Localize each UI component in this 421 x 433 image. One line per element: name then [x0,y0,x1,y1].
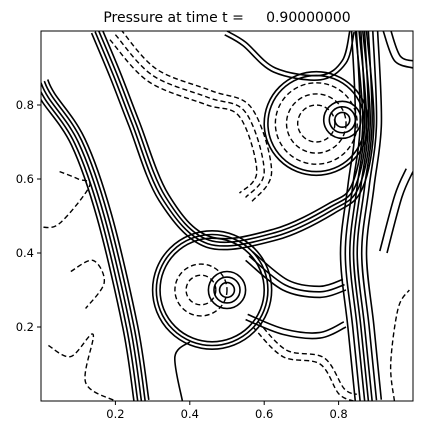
contour-line-solid [151,230,273,351]
plot-area [41,31,413,401]
contour-line-dashed [389,289,410,401]
contour-line-dashed [121,31,273,203]
contour-line-solid [379,168,407,252]
contour-line-solid [245,318,347,340]
x-tick-label: 0.6 [255,407,273,421]
contour-line-solid [174,341,191,401]
chart-title: Pressure at time t = 0.90000000 [103,10,350,26]
contour-line-dashed [114,34,265,198]
contour-line-solid [334,111,351,129]
contour-line-solid [41,82,143,401]
contour-line-solid [159,237,265,343]
contour-line-solid [365,31,383,400]
contour-line-solid [97,31,368,244]
contour-line-solid [267,74,366,173]
contour-line-solid [207,270,247,310]
contour-line-solid [43,80,146,401]
contour-line-solid [94,31,372,247]
contour-line-dashed [70,259,106,309]
contour-line-dashed [252,326,354,401]
contour-line-solid [390,31,413,62]
y-tick-label: 0.4 [16,246,34,260]
y-tick-label: 0.6 [16,172,34,186]
contour-line-solid [41,90,139,401]
contour-line-solid [382,31,413,69]
x-tick-label: 0.2 [106,407,124,421]
contour-line-dashed [109,39,258,194]
axes-frame [40,30,414,402]
contour-line-solid [41,98,135,401]
contour-line-solid [328,106,357,134]
contour-line-solid [224,31,355,81]
contour-line-dashed [174,263,228,317]
contour-line-dashed [41,170,91,229]
x-axis: 0.2 0.4 0.6 0.8 [106,401,348,421]
x-tick-label: 0.4 [181,407,199,421]
contour-line-dashed [285,93,347,154]
contour-line-solid [252,251,344,288]
contour-line-solid [352,31,370,401]
y-axis: 0.2 0.4 0.6 0.8 [16,98,41,334]
contour-line-solid [344,31,362,401]
contour-line-solid [102,31,364,240]
contour-line-solid [245,259,347,299]
contour-line-solid [248,255,345,293]
contour-line-dashed [48,333,116,401]
contour-line-solid [226,31,351,77]
contour-line-solid [360,31,378,401]
contour-line-solid [263,70,370,177]
contour-line-solid [46,79,150,401]
contour-line-solid [213,276,241,304]
contour-line-solid [218,281,236,299]
y-tick-label: 0.2 [16,320,34,334]
contour-line-solid [90,31,375,251]
contour-line-dashed [185,274,217,306]
contour-line-solid [348,31,366,401]
contour-line-dashed [296,104,336,143]
contour-line-dashed [257,321,358,396]
x-tick-label: 0.8 [329,407,347,421]
contour-line-solid [155,233,269,347]
contour-line-dashed [274,82,358,165]
contour-line-solid [339,31,357,401]
contour-line-solid [247,313,345,334]
contour-line-solid [356,31,373,401]
contour-line-solid [386,171,413,254]
y-tick-label: 0.8 [16,98,34,112]
